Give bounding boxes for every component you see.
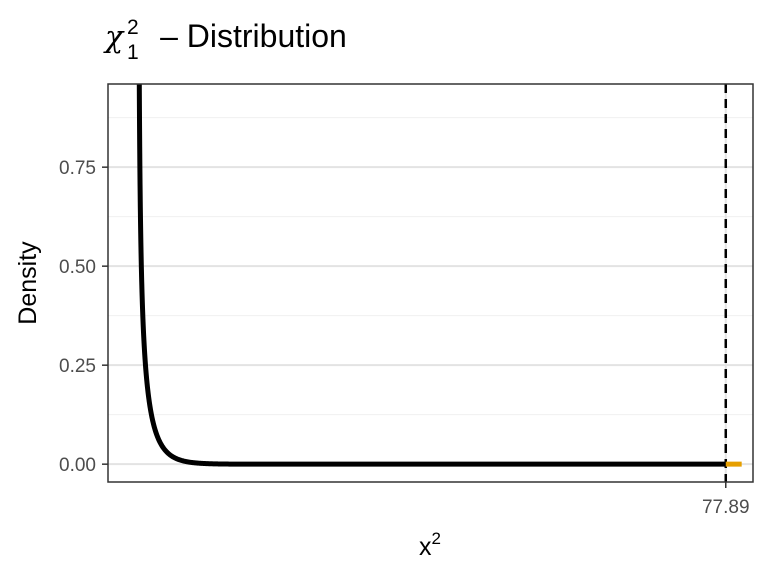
- y-tick-label: 0.75: [59, 158, 96, 179]
- panel-border: [107, 83, 754, 483]
- x-axis-title: x2: [419, 529, 441, 561]
- title-text: – Distribution: [160, 18, 347, 54]
- x-tick-label: 77.89: [702, 497, 750, 518]
- y-tick-label: 0.25: [59, 356, 96, 377]
- title-chi-symbol: χ: [105, 20, 124, 55]
- y-tick-label: 0.00: [59, 455, 96, 476]
- title-superscript: 2: [127, 16, 139, 39]
- title-subscript: 1: [127, 41, 139, 64]
- density-curve: [136, 84, 727, 467]
- y-tick-label: 0.50: [59, 257, 96, 278]
- chart-title: χ 2 1 – Distribution: [105, 16, 347, 64]
- y-axis-title: Density: [14, 241, 42, 325]
